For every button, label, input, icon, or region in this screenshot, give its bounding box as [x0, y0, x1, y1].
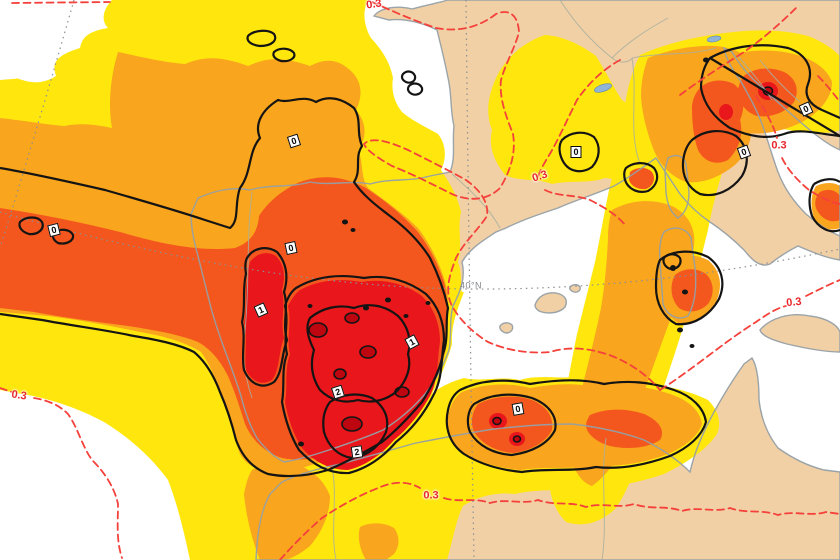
contour-0-band-inner-2 [51, 228, 75, 245]
contour-1-main [280, 275, 446, 475]
darkorange-africa-core-2 [586, 409, 663, 448]
dashed-bottom-left [0, 387, 123, 559]
darkred-spot [512, 435, 522, 443]
contour-1-portugal [240, 247, 289, 387]
border-france-ne [559, 0, 633, 63]
dashed-contour-label: 0.3 [785, 295, 803, 310]
border-balkans-1 [737, 55, 773, 101]
darkorange-africa-core [471, 396, 553, 453]
orange-morocco-blob [244, 462, 330, 560]
border-germany [611, 17, 669, 59]
dashed-top-right-2 [817, 75, 840, 103]
gridline-label-40n: 40°N [459, 280, 483, 291]
contour-2-inner-a [306, 304, 411, 403]
meridian-center [465, 0, 475, 560]
dashed-contour-label: 0.3 [10, 388, 28, 403]
orange-morocco-blob-2 [358, 523, 399, 560]
contour-0-biscay-dot-2 [406, 82, 424, 96]
contour-0-toplentil-1 [246, 29, 277, 48]
contour-0-biscay-dot-1 [400, 70, 417, 84]
speck [298, 441, 304, 447]
border-france-italy [631, 57, 641, 165]
parallel-40n [0, 211, 840, 290]
border-layer [243, 0, 801, 560]
lake-layer [594, 35, 722, 93]
contour-1-africa [466, 393, 557, 457]
darkred-spot [308, 322, 328, 338]
speck [403, 314, 409, 318]
speck [682, 289, 688, 295]
border-africa-2 [601, 437, 607, 560]
dashed-africa-south [279, 481, 840, 560]
darkred-spot [492, 416, 502, 426]
contour-2-inner-b [322, 393, 389, 460]
solid-contour-label: 0 [511, 402, 525, 416]
dashed-contour-label: 0.3 [423, 489, 439, 502]
contour-0-toplentil-2 [272, 47, 296, 63]
dashed-adriatic [755, 95, 840, 205]
contour-0-band-inner-1 [18, 216, 44, 236]
darkorange-heel-core [815, 189, 840, 222]
speck [689, 344, 695, 348]
darkred-spot [344, 312, 360, 324]
dashed-france-south [537, 59, 627, 227]
contour-0-heel [808, 178, 840, 233]
dashed-africa-east [659, 279, 840, 391]
speck [307, 304, 313, 308]
dashed-top-left [11, 1, 111, 4]
speck [385, 297, 391, 303]
darkred-spot [333, 368, 347, 380]
darkorange-rome-core [671, 269, 713, 312]
border-alps [631, 47, 717, 59]
meridian-west [0, 0, 75, 249]
dashed-top-right [679, 5, 799, 96]
solid-contour-label: 0 [570, 146, 582, 158]
dashed-main-west [362, 1, 661, 391]
contour-0-balkans [699, 44, 840, 138]
border-africa-1 [331, 465, 337, 560]
speck [677, 327, 683, 333]
lake-alps [706, 35, 722, 43]
border-balkans-2 [759, 59, 801, 103]
darkred-spot [359, 345, 377, 359]
speck [350, 228, 356, 232]
contour-0-africa [445, 379, 708, 474]
solid-contour-label: 0 [284, 240, 298, 256]
contour-0-riviera-blob [623, 162, 659, 193]
solid-contour-layer [0, 29, 840, 478]
darkred-spot [341, 416, 363, 432]
speck [342, 219, 348, 225]
red-portugal-band [244, 253, 284, 383]
contour-0-main [0, 97, 450, 478]
lake-geneva [594, 83, 612, 93]
speck [363, 305, 369, 311]
contour-0-tuscany-blob [681, 130, 748, 197]
dashed-contour-label: 0.3 [771, 139, 787, 152]
contour-0-france-blob [558, 131, 600, 173]
solid-contour-label: 2 [350, 445, 364, 459]
red-italy-dot [719, 104, 733, 120]
contour-0-sardinia-ring [662, 253, 682, 271]
speck [425, 301, 431, 305]
contour-0-rome-blob [654, 250, 724, 326]
